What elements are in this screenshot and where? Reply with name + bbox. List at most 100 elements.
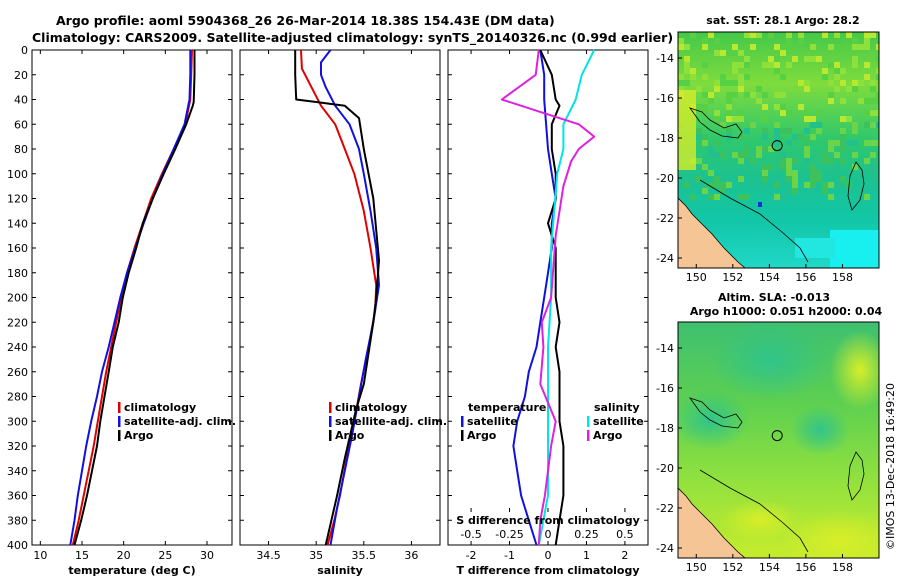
sst-pixel <box>852 164 858 170</box>
sst-pixel <box>804 158 810 164</box>
x-tick-label: 1 <box>583 549 590 562</box>
legend-swatch-satellite <box>118 416 121 427</box>
y-tick-label: 400 <box>7 539 28 552</box>
legend-label-s-argo: Argo <box>593 429 623 442</box>
series-line-temperature-satellite <box>512 49 557 546</box>
s-tick-label: 0.25 <box>574 528 599 541</box>
salinity-panel: 34.5 35 35.5 36 climatology satellite-adj. … <box>239 49 447 577</box>
sst-pixel <box>756 86 762 92</box>
sst-pixel <box>750 158 756 164</box>
sst-pixel <box>834 32 840 38</box>
sst-pixel <box>846 116 852 122</box>
sst-pixel <box>780 164 786 170</box>
sst-pixel <box>786 110 792 116</box>
sst-pixel <box>870 152 876 158</box>
sst-pixel <box>744 74 750 80</box>
sst-pixel <box>786 62 792 68</box>
sst-pixel <box>786 128 792 134</box>
sst-pixel <box>792 170 798 176</box>
sst-pixel <box>840 176 846 182</box>
x-tick-label: 36 <box>404 549 418 562</box>
y-tick-label: 320 <box>7 440 28 453</box>
sst-pixel <box>852 62 858 68</box>
sst-pixel <box>708 146 714 152</box>
sst-pixel <box>810 176 816 182</box>
map-x-tick-label: 156 <box>795 271 816 284</box>
sst-pixel <box>756 32 762 38</box>
s-difference-ticks: -0.5 -0.25 0 0.25 0.5 <box>460 508 634 541</box>
sst-pixel <box>798 134 804 140</box>
sst-pixel <box>840 128 846 134</box>
map-y-tick-label: -18 <box>656 132 674 145</box>
map-y-tick-label: -16 <box>656 92 674 105</box>
sst-pixel <box>702 74 708 80</box>
x-tick-label: 0 <box>545 549 552 562</box>
map-y-tick-label: -24 <box>656 542 674 555</box>
sst-texture <box>678 32 879 200</box>
sst-pixel <box>870 122 876 128</box>
sst-pixel <box>852 140 858 146</box>
sst-map-frame <box>677 31 880 269</box>
legend-label-t-satellite: satellite <box>467 415 518 428</box>
sla-coastline <box>678 487 746 558</box>
sst-pixel <box>774 56 780 62</box>
sla-low-region-3 <box>790 405 850 455</box>
y-tick-label: 280 <box>7 391 28 404</box>
map-y-tick-label: -20 <box>656 462 674 475</box>
series-line-satellite-adj-clim- <box>320 49 380 546</box>
y-tick-label: 140 <box>7 217 28 230</box>
sst-pixel <box>762 116 768 122</box>
map-y-tick-label: -14 <box>656 342 674 355</box>
sst-pixel <box>864 74 870 80</box>
sst-pixel <box>762 164 768 170</box>
sst-pixel <box>744 128 750 134</box>
sst-pixel <box>864 62 870 68</box>
sst-pixel <box>702 110 708 116</box>
sst-pixel <box>804 128 810 134</box>
sst-pixel <box>876 98 879 104</box>
difference-legend: temperature satellite Argo salinity sate… <box>461 401 644 442</box>
sst-pixel <box>708 98 714 104</box>
y-tick-label: 40 <box>14 94 28 107</box>
sst-pixel <box>810 122 816 128</box>
x-tick-label: 10 <box>33 549 47 562</box>
y-tick-label: 100 <box>7 168 28 181</box>
sst-pixel <box>732 80 738 86</box>
sla-low-region-2 <box>678 390 750 450</box>
sst-pixel <box>690 32 696 38</box>
map-y-tick-label: -22 <box>656 212 674 225</box>
sst-pixel <box>804 56 810 62</box>
sst-pixel <box>828 194 834 200</box>
sst-pixel <box>762 62 768 68</box>
salinity-ticks: 34.5 35 35.5 36 <box>256 50 418 562</box>
map-x-tick-label: 150 <box>686 271 707 284</box>
sst-pixel <box>684 68 690 74</box>
sst-pixel <box>846 32 852 38</box>
sst-pixel <box>780 44 786 50</box>
sst-pixel <box>702 188 708 194</box>
sst-pixel <box>762 176 768 182</box>
series-line-salinity-satellite <box>537 49 596 546</box>
sst-pixel <box>792 56 798 62</box>
sst-pixel <box>684 182 690 188</box>
sst-pixel <box>786 140 792 146</box>
sst-pixel <box>816 176 822 182</box>
sst-pixel <box>744 194 750 200</box>
sst-pixel <box>786 188 792 194</box>
map-y-tick-label: -18 <box>656 422 674 435</box>
sst-pixel <box>834 44 840 50</box>
sst-pixel <box>840 182 846 188</box>
sst-pixel <box>678 44 684 50</box>
legend-swatch-satellite <box>329 416 332 427</box>
sla-map: 150 152 154 156 158 -14 -16 -18 -20 -22 -24 <box>656 321 880 574</box>
sst-pixel <box>774 122 780 128</box>
s-tick-label: -0.5 <box>460 528 481 541</box>
sst-pixel <box>810 116 816 122</box>
sst-pixel <box>828 140 834 146</box>
sst-pixel <box>798 38 804 44</box>
sst-pixel <box>810 170 816 176</box>
sst-pixel <box>732 92 738 98</box>
sst-pixel <box>846 86 852 92</box>
sst-pixel <box>828 98 834 104</box>
sst-pixel <box>810 56 816 62</box>
